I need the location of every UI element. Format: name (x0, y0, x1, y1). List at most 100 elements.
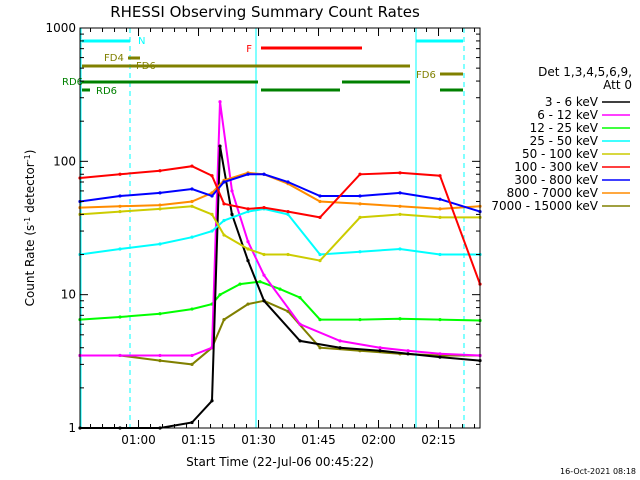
series-point (438, 174, 442, 178)
series-point (118, 204, 122, 208)
y-tick-label: 1 (68, 421, 76, 435)
series-point (262, 273, 266, 277)
series-point (210, 174, 214, 178)
series-point (298, 296, 302, 300)
flag-label: FD4 (104, 53, 124, 64)
series-point (118, 172, 122, 176)
chart-title: RHESSI Observing Summary Count Rates (110, 3, 420, 21)
series-point (438, 355, 442, 359)
series-point (246, 247, 250, 251)
series-point (358, 194, 362, 198)
series-line (79, 173, 481, 213)
series-point (158, 169, 162, 173)
series-point (190, 420, 194, 425)
series-point (190, 362, 194, 366)
series-point (438, 318, 442, 322)
flag-label: FD6 (136, 61, 156, 72)
x-tick-label: 01:30 (241, 433, 276, 447)
legend-header: Det 1,3,4,5,6,9, (538, 65, 632, 79)
y-axis-label-part: detector (23, 162, 37, 217)
series-point (190, 199, 194, 204)
series-line (79, 280, 481, 322)
series-point (246, 172, 250, 176)
legend-label: 7000 - 15000 keV (491, 199, 598, 213)
plot-frame (79, 27, 481, 429)
series-point (358, 172, 362, 176)
series-point (438, 352, 442, 356)
series-point (438, 252, 442, 257)
series-point (378, 349, 382, 353)
series-point (318, 199, 322, 204)
y-tick-label: 1000 (45, 21, 76, 35)
legend-label: 50 - 100 keV (522, 147, 599, 161)
legend-label: 3 - 6 keV (545, 95, 599, 109)
series-point (246, 302, 250, 306)
series-point (118, 194, 122, 198)
series-point (118, 209, 122, 214)
series-point (222, 202, 226, 206)
series-point (222, 233, 226, 237)
series-line (80, 299, 480, 366)
legend-header: Att 0 (603, 78, 632, 92)
x-axis-label: Start Time (22-Jul-06 00:45:22) (186, 455, 374, 469)
series-point (190, 353, 194, 358)
series-point (338, 346, 342, 350)
series-point (246, 259, 250, 263)
series-line (79, 205, 480, 262)
series-line (79, 207, 480, 256)
date-stamp: 16-Oct-2021 08:18 (560, 467, 636, 476)
series-point (438, 207, 442, 211)
series-point (230, 189, 234, 193)
series-point (298, 322, 302, 326)
series-point (358, 215, 362, 219)
series-point (278, 287, 282, 291)
series-point (222, 318, 226, 322)
series-point (210, 399, 214, 403)
flag-label: RD6 (96, 86, 117, 97)
series-point (158, 191, 162, 195)
series-point (210, 212, 214, 216)
series-point (318, 318, 322, 322)
series-point (438, 215, 442, 219)
flag-label: N (138, 36, 145, 47)
series-point (398, 317, 402, 321)
series-point (158, 353, 162, 358)
y-axis-label: Count Rate (s-1 detector-1) (23, 150, 38, 307)
series-point (246, 207, 250, 211)
series-point (158, 203, 162, 207)
series-point (318, 215, 322, 219)
y-tick-label: 100 (53, 154, 76, 168)
flag-label: FD6 (416, 70, 436, 81)
series-point (258, 280, 262, 284)
series-point (378, 346, 382, 350)
series-point (218, 144, 222, 148)
series-point (222, 218, 226, 223)
x-tick-label: 01:45 (301, 433, 336, 447)
series-point (358, 250, 362, 254)
series-point (158, 207, 162, 211)
series-point (222, 180, 226, 184)
series-point (210, 229, 214, 233)
series-point (158, 312, 162, 316)
y-axis-label-exponent: -1 (23, 217, 32, 225)
y-tick-label: 10 (61, 288, 76, 302)
series-point (246, 240, 250, 244)
series-line (79, 165, 481, 285)
series-point (190, 307, 194, 311)
series-point (398, 171, 402, 175)
series-point (218, 293, 222, 297)
legend-label: 300 - 800 keV (514, 173, 598, 187)
series-point (298, 339, 302, 343)
series-point (406, 352, 410, 356)
legend-label: 25 - 50 keV (530, 134, 599, 148)
y-axis-label-part: Count Rate (s (23, 225, 37, 307)
series-point (262, 172, 266, 176)
series-line (80, 145, 481, 429)
series-point (158, 359, 162, 363)
series-point (286, 252, 290, 257)
series-point (286, 180, 290, 184)
series-point (118, 315, 122, 319)
series-point (210, 194, 214, 198)
series-point (358, 202, 362, 206)
